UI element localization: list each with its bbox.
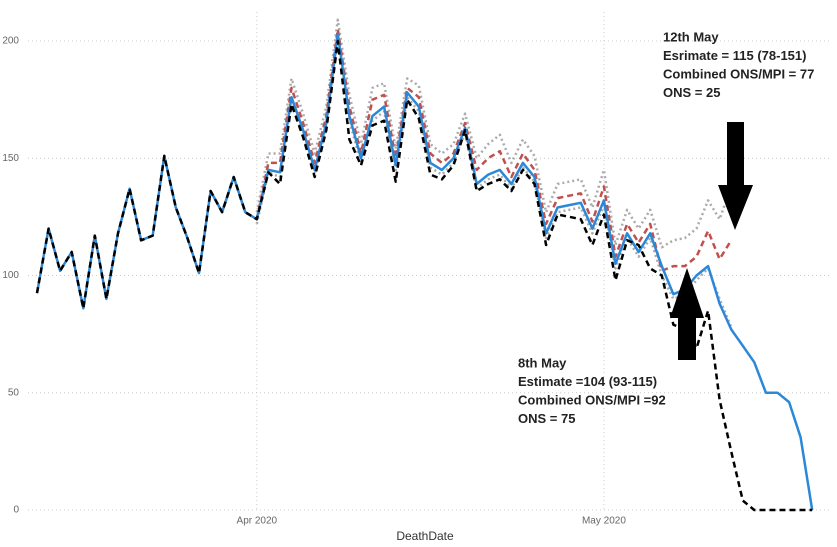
series-line (255, 18, 733, 249)
annotation: Combined ONS/MPI = 77 (663, 66, 814, 81)
arrow-shaft (727, 122, 744, 186)
y-tick-label: 0 (13, 505, 19, 516)
series-line (35, 32, 814, 511)
annotation: 8th May (518, 355, 567, 370)
y-tick-label: 50 (8, 387, 20, 398)
y-tick-label: 200 (2, 36, 19, 47)
series-line (255, 37, 733, 328)
x-axis-title: DeathDate (396, 529, 454, 543)
annotation: ONS = 25 (663, 85, 720, 100)
x-tick-label: Apr 2020 (237, 516, 278, 527)
y-tick-label: 100 (2, 270, 19, 281)
x-tick-label: May 2020 (582, 516, 626, 527)
arrow-shaft (678, 316, 696, 360)
arrow-head (670, 268, 704, 318)
annotation: Esrimate = 115 (78-151) (663, 48, 806, 63)
annotation: 12th May (663, 29, 719, 44)
y-tick-label: 150 (2, 153, 19, 164)
annotation: ONS = 75 (518, 411, 575, 426)
arrows (670, 122, 753, 360)
annotation: Combined ONS/MPI =92 (518, 392, 666, 407)
arrow-head (718, 185, 753, 230)
annotation: Estimate =104 (93-115) (518, 374, 657, 389)
series-line (255, 27, 733, 273)
